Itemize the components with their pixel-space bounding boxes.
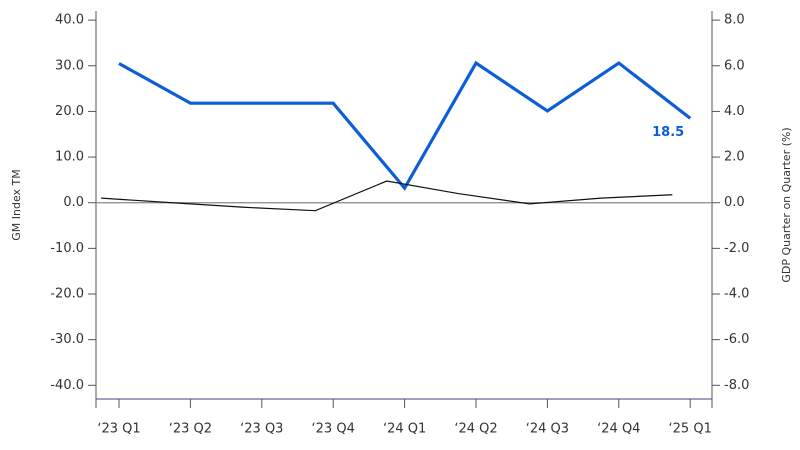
- y2-tick-label: -8.0: [724, 378, 749, 393]
- x-tick-label: ‘24 Q4: [597, 422, 640, 437]
- y-tick-label: 20.0: [55, 104, 84, 119]
- series-line: [118, 60, 692, 191]
- y-tick-label: 0.0: [63, 195, 84, 210]
- y-tick-label: 40.0: [55, 13, 84, 28]
- x-tick-label: ‘24 Q2: [454, 422, 497, 437]
- series-line: [101, 180, 673, 212]
- y-tick-label: -30.0: [50, 332, 84, 347]
- y-tick-label: 30.0: [55, 58, 84, 73]
- y-tick-label: -20.0: [50, 287, 84, 302]
- x-tick-label: ‘23 Q4: [312, 422, 355, 437]
- x-tick-label: ‘23 Q3: [240, 422, 283, 437]
- y-tick-label: -10.0: [50, 241, 84, 256]
- y2-tick-label: -4.0: [724, 287, 749, 302]
- y2-tick-label: 4.0: [724, 104, 745, 119]
- x-tick-label: ‘25 Q1: [669, 422, 712, 437]
- y2-tick-label: -2.0: [724, 241, 749, 256]
- y2-tick-label: 0.0: [724, 195, 745, 210]
- x-tick-label: ‘24 Q1: [383, 422, 426, 437]
- y2-tick-label: -6.0: [724, 332, 749, 347]
- x-tick-label: ‘23 Q2: [169, 422, 212, 437]
- y2-tick-label: 6.0: [724, 58, 745, 73]
- y2-tick-label: 8.0: [724, 13, 745, 28]
- x-tick-label: ‘24 Q3: [526, 422, 569, 437]
- y-tick-label: 10.0: [55, 150, 84, 165]
- y-axis-title: GM Index TM: [10, 169, 23, 241]
- y2-axis-title: GDP Quarter on Quarter (%): [780, 127, 793, 282]
- y-tick-label: -40.0: [50, 378, 84, 393]
- y2-tick-label: 2.0: [724, 150, 745, 165]
- x-tick-label: ‘23 Q1: [97, 422, 140, 437]
- data-label: 18.5: [652, 125, 684, 140]
